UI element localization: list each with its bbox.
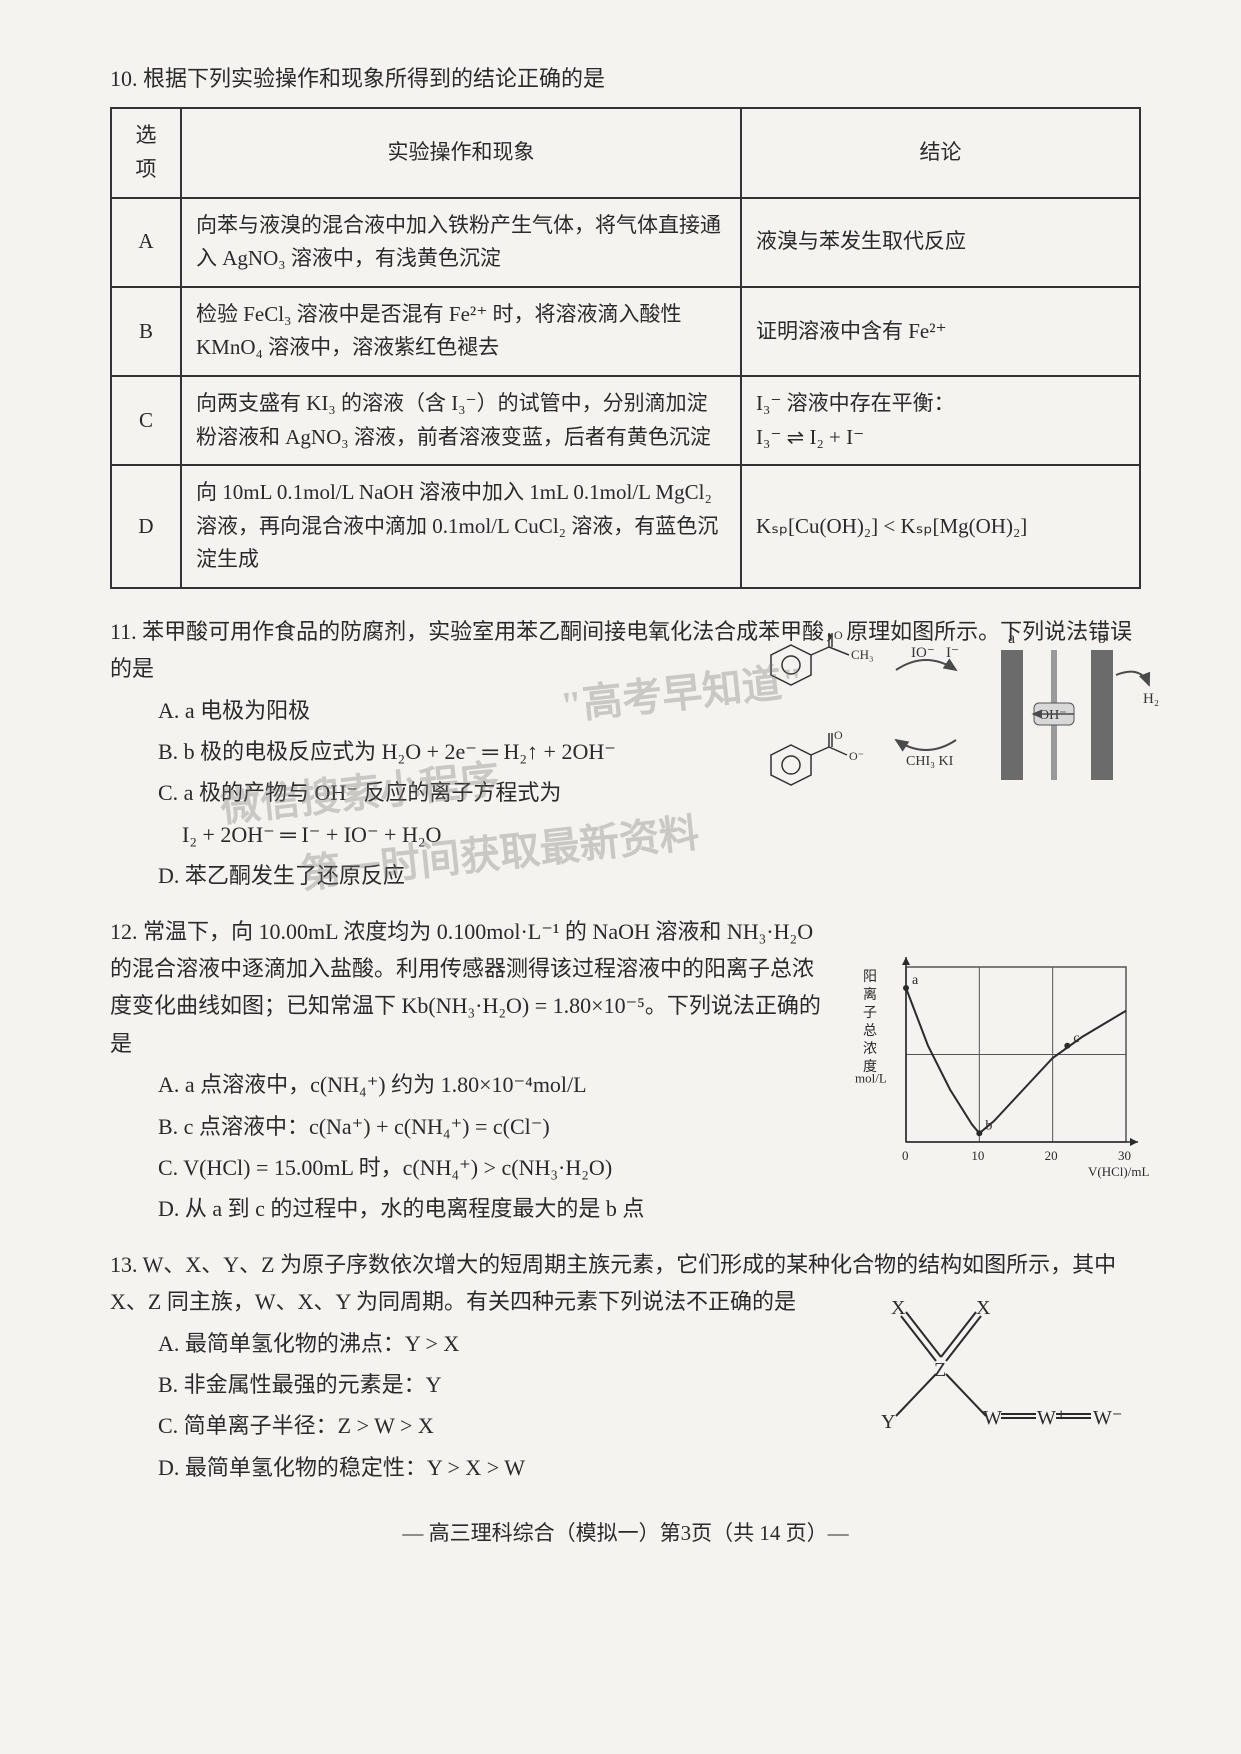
table-row: C 向两支盛有 KI₃ 的溶液（含 I₃⁻）的试管中，分别滴加淀粉溶液和 AgN… [111,376,1140,465]
row-c-conclusion: I₃⁻ 溶液中存在平衡： I₃⁻ ⇌ I₂ + I⁻ [741,376,1140,465]
svg-text:20: 20 [1045,1148,1058,1163]
row-a-operation: 向苯与液溴的混合液中加入铁粉产生气体，将气体直接通入 AgNO₃ 溶液中，有浅黄… [181,198,741,287]
question-10: 10. 根据下列实验操作和现象所得到的结论正确的是 选项 实验操作和现象 结论 … [110,60,1141,589]
question-13: 13. W、X、Y、Z 为原子序数依次增大的短周期主族元素，它们形成的某种化合物… [110,1246,1141,1486]
svg-text:O⁻: O⁻ [849,749,864,763]
electrode-b-icon [1091,650,1113,780]
table-row: D 向 10mL 0.1mol/L NaOH 溶液中加入 1mL 0.1mol/… [111,465,1140,588]
col-option: 选项 [111,108,181,197]
svg-text:阳: 阳 [863,969,877,985]
electrode-a-icon [1001,650,1023,780]
label-a: a [1008,630,1015,647]
node-y: Y [881,1411,895,1433]
col-conclusion: 结论 [741,108,1140,197]
q11-option-d: D. 苯乙酮发生了还原反应 [110,857,1141,894]
row-d-conclusion: Kₛₚ[Cu(OH)₂] < Kₛₚ[Mg(OH)₂] [741,465,1140,588]
svg-text:V(HCl)/mL: V(HCl)/mL [1088,1164,1149,1179]
row-d-opt: D [111,465,181,588]
label-chi3: CHI₃ KI [906,754,954,769]
row-a-opt: A [111,198,181,287]
question-11: 11. 苯甲酸可用作食品的防腐剂，实验室用苯乙酮间接电氧化法合成苯甲酸，原理如图… [110,613,1141,895]
page-footer: — 高三理科综合（模拟一）第3页（共 14 页）— [110,1516,1141,1552]
q10-table: 选项 实验操作和现象 结论 A 向苯与液溴的混合液中加入铁粉产生气体，将气体直接… [110,107,1141,589]
arrows-icon [896,660,956,750]
row-b-opt: B [111,287,181,376]
label-b: b [1098,630,1106,647]
q12-option-d: D. 从 a 到 c 的过程中，水的电离程度最大的是 b 点 [110,1190,1141,1227]
svg-text:0: 0 [902,1148,909,1163]
node-z: Z [934,1359,946,1381]
svg-text:浓: 浓 [863,1041,877,1057]
label-io: IO⁻ [911,645,935,661]
acetophenone-icon: O CH₃ [771,628,874,685]
svg-text:O: O [834,628,843,642]
row-c-opt: C [111,376,181,465]
svg-text:子: 子 [863,1005,877,1021]
q12-chart: abc0102030V(HCl)/mL阳离子总浓度mol/L [851,947,1151,1187]
row-c-operation: 向两支盛有 KI₃ 的溶液（含 I₃⁻）的试管中，分别滴加淀粉溶液和 AgNO₃… [181,376,741,465]
svg-text:a: a [912,973,919,988]
node-w2: W⁺ [1037,1407,1066,1429]
table-header-row: 选项 实验操作和现象 结论 [111,108,1140,197]
svg-text:O: O [834,728,843,742]
label-i: I⁻ [946,645,959,661]
h2-arrow-icon [1116,672,1149,685]
q13-option-d: D. 最简单氢化物的稳定性：Y > X > W [110,1449,1141,1486]
row-a-conclusion: 液溴与苯发生取代反应 [741,198,1140,287]
row-b-conclusion: 证明溶液中含有 Fe²⁺ [741,287,1140,376]
table-row: A 向苯与液溴的混合液中加入铁粉产生气体，将气体直接通入 AgNO₃ 溶液中，有… [111,198,1140,287]
svg-text:mol/L: mol/L [855,1070,887,1085]
svg-text:10: 10 [971,1148,984,1163]
q10-prompt: 10. 根据下列实验操作和现象所得到的结论正确的是 [110,60,1141,97]
label-oh: OH⁻ [1039,708,1067,723]
q13-structure: X X Z Y W W⁺ W⁻ [841,1296,1131,1436]
row-d-operation: 向 10mL 0.1mol/L NaOH 溶液中加入 1mL 0.1mol/L … [181,465,741,588]
svg-text:总: 总 [863,1023,877,1039]
question-12: 12. 常温下，向 10.00mL 浓度均为 0.100mol·L⁻¹ 的 Na… [110,913,1141,1228]
label-h2: H₂ [1143,691,1159,707]
svg-text:CH₃: CH₃ [851,647,874,662]
benzoic-acid-icon: O O⁻ [771,728,864,785]
col-operation: 实验操作和现象 [181,108,741,197]
svg-text:30: 30 [1118,1148,1131,1163]
node-w1: W [983,1407,1002,1429]
svg-text:b: b [985,1118,992,1133]
table-row: B 检验 FeCl₃ 溶液中是否混有 Fe²⁺ 时，将溶液滴入酸性 KMnO₄ … [111,287,1140,376]
node-x2: X [976,1297,991,1319]
svg-text:离: 离 [863,986,877,1003]
q11-figure: O CH₃ IO⁻ I⁻ CHI₃ KI O O⁻ a b OH⁻ [741,625,1161,825]
node-x1: X [891,1297,906,1319]
node-w3: W⁻ [1093,1407,1122,1429]
svg-text:c: c [1073,1030,1079,1045]
row-b-operation: 检验 FeCl₃ 溶液中是否混有 Fe²⁺ 时，将溶液滴入酸性 KMnO₄ 溶液… [181,287,741,376]
